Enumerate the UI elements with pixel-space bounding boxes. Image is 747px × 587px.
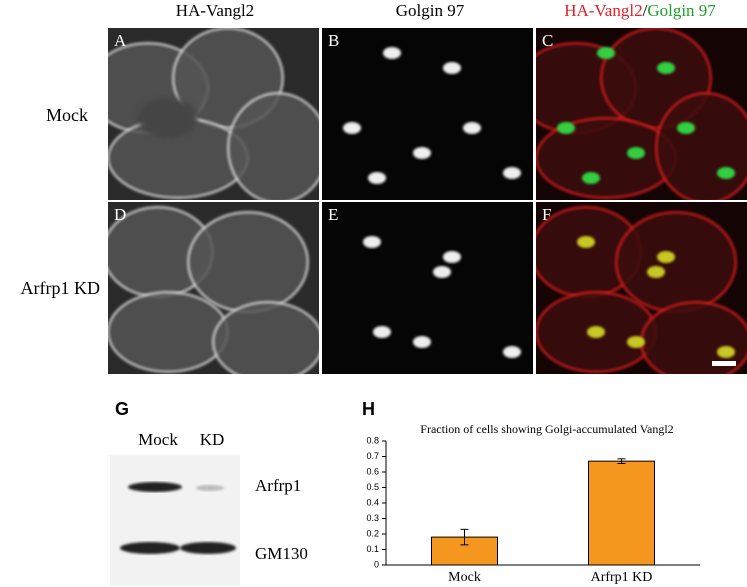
scale-bar	[712, 361, 736, 366]
y-tick-label: 0.4	[366, 497, 379, 507]
micrograph-background	[322, 28, 533, 200]
header-red: HA-Vangl2	[564, 1, 642, 20]
golgi-spot	[587, 326, 605, 338]
panel-letter: E	[328, 205, 338, 224]
cell-outline	[187, 211, 309, 313]
golgi-spot	[503, 167, 521, 179]
golgi-spot	[343, 122, 361, 134]
cell-outline	[536, 117, 677, 199]
blot-band	[120, 542, 180, 554]
bar	[588, 460, 655, 566]
y-tick-label: 0.1	[366, 544, 379, 554]
micrograph-content	[536, 206, 747, 374]
chart-title: Fraction of cells showing Golgi-accumula…	[420, 422, 673, 436]
merged-header: HA-Vangl2/Golgin 97	[564, 1, 716, 20]
golgi-spot	[627, 336, 645, 348]
panel-label: G	[115, 399, 129, 419]
cell-outline	[212, 301, 319, 374]
micrograph: B	[322, 28, 533, 200]
panel-letter: A	[114, 31, 127, 50]
golgi-spot	[368, 172, 386, 184]
blot-band	[180, 542, 236, 554]
lane-label: Mock	[138, 430, 178, 449]
golgi-spot	[647, 266, 665, 278]
y-tick-label: 0.3	[366, 513, 379, 523]
micrographs: A B C D E F	[108, 28, 747, 374]
y-tick-label: 0.6	[366, 466, 379, 476]
micrograph-content	[108, 28, 319, 200]
band-label: Arfrp1	[255, 476, 301, 495]
golgi-spot	[463, 122, 481, 134]
micrograph: A	[108, 28, 319, 200]
panel-letter: F	[542, 205, 551, 224]
golgi-spot	[373, 326, 391, 338]
micrograph-content	[363, 236, 521, 358]
band-label: GM130	[255, 544, 308, 563]
golgi-spot	[413, 336, 431, 348]
column-header: HA-Vangl2	[176, 1, 254, 20]
y-tick-label: 0.8	[366, 435, 379, 445]
blot-background	[110, 455, 240, 585]
bar-chart: 0 0.1 0.2 0.3 0.4 0.5 0.6 0.7 0.8 Mock Arfrp1 KD	[366, 435, 700, 585]
golgi-spot	[383, 47, 401, 59]
golgi-spot	[657, 251, 675, 263]
micrograph-background	[322, 202, 533, 374]
golgi-spot	[577, 236, 595, 248]
panel-letter: D	[114, 205, 126, 224]
cell-outline	[655, 92, 747, 200]
panel-label: H	[362, 399, 375, 419]
micrograph-content	[108, 206, 319, 374]
micrograph: C	[536, 28, 747, 200]
row-label: Mock	[46, 105, 88, 125]
panel-letter: B	[328, 31, 339, 50]
x-tick-label: Arfrp1 KD	[591, 570, 653, 585]
y-tick-label: 0	[374, 559, 379, 569]
golgi-spot	[597, 47, 615, 59]
golgi-spot	[443, 251, 461, 263]
micrograph-content	[343, 47, 521, 184]
golgi-spot	[363, 236, 381, 248]
error-bar	[617, 458, 626, 464]
golgi-spot	[433, 266, 451, 278]
column-header: Golgin 97	[396, 1, 465, 20]
cell-outline	[227, 92, 319, 200]
cell-outline	[108, 291, 229, 373]
x-tick-label: Mock	[448, 570, 481, 585]
y-tick-label: 0.2	[366, 528, 379, 538]
lane-label: KD	[200, 430, 225, 449]
golgi-spot	[657, 62, 675, 74]
blot-band	[196, 485, 224, 491]
golgi-spot	[443, 62, 461, 74]
golgi-spot	[557, 122, 575, 134]
golgi-spot	[503, 346, 521, 358]
golgi-spot	[413, 147, 431, 159]
golgi-spot	[627, 147, 645, 159]
panel-letter: C	[542, 31, 553, 50]
cell-outline	[640, 301, 747, 374]
header-slash: /	[643, 1, 648, 20]
micrograph: D	[108, 202, 319, 374]
golgi-spot	[717, 346, 735, 358]
error-bar	[460, 528, 469, 546]
y-tick-label: 0.7	[366, 451, 379, 461]
golgi-spot	[677, 122, 695, 134]
row-label: Arfrp1 KD	[21, 278, 100, 298]
cell-outline	[615, 211, 737, 313]
micrograph-content	[536, 28, 747, 200]
y-tick-label: 0.5	[366, 482, 379, 492]
micrograph: E	[322, 202, 533, 374]
header-green: Golgin 97	[647, 1, 716, 20]
golgi-spot	[717, 167, 735, 179]
cytoplasm	[138, 98, 198, 138]
micrograph: F	[536, 202, 747, 374]
golgi-spot	[582, 172, 600, 184]
blot-band	[128, 482, 182, 492]
